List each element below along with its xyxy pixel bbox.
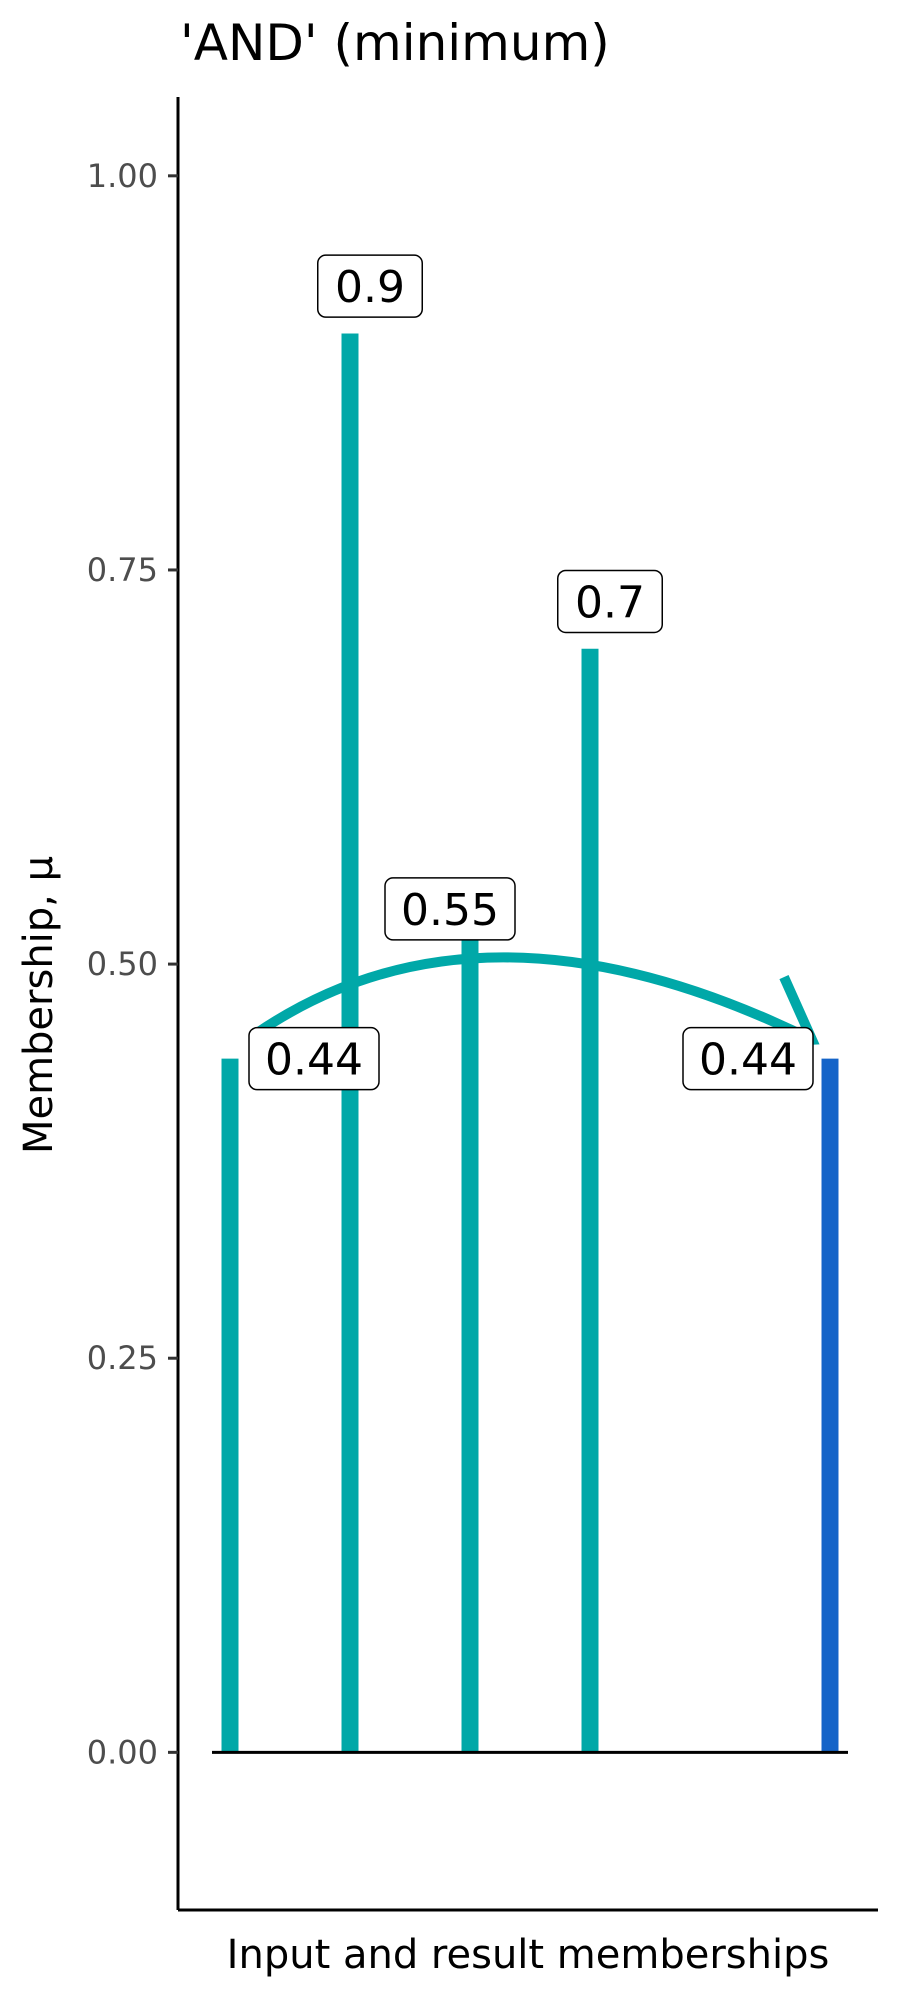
arrow-curve [251,952,815,1045]
data-label-text: 0.55 [401,885,499,936]
data-label: 0.7 [557,569,663,634]
y-tick-label: 0.50 [87,945,158,983]
data-label-text: 0.44 [265,1035,363,1086]
data-label-box [248,1026,380,1091]
y-tick-label: 1.00 [87,157,158,195]
data-label: 0.44 [248,1026,380,1091]
data-label: 0.55 [384,877,516,941]
x-axis-title: Input and result memberships [227,1932,830,1978]
data-labels: 0.44 0.9 0.55 0.7 0.44 [248,254,814,1091]
data-label-box [682,1026,814,1091]
data-label-box [557,569,663,634]
y-tick-label: 0.00 [87,1733,158,1771]
data-label-box [384,877,516,941]
y-tick-label: 0.75 [87,551,158,589]
data-label: 0.44 [682,1026,814,1091]
data-label-text: 0.7 [575,577,645,628]
data-label-text: 0.9 [335,262,405,313]
y-axis: 0.00 0.25 0.50 0.75 1.00 [87,97,180,1910]
data-label-box [317,254,423,318]
chart-title: 'AND' (minimum) [180,14,610,72]
data-label: 0.9 [317,254,423,318]
y-axis-title: Membership, μ [16,856,62,1154]
data-label-text: 0.44 [699,1035,797,1086]
y-tick-label: 0.25 [87,1339,158,1377]
